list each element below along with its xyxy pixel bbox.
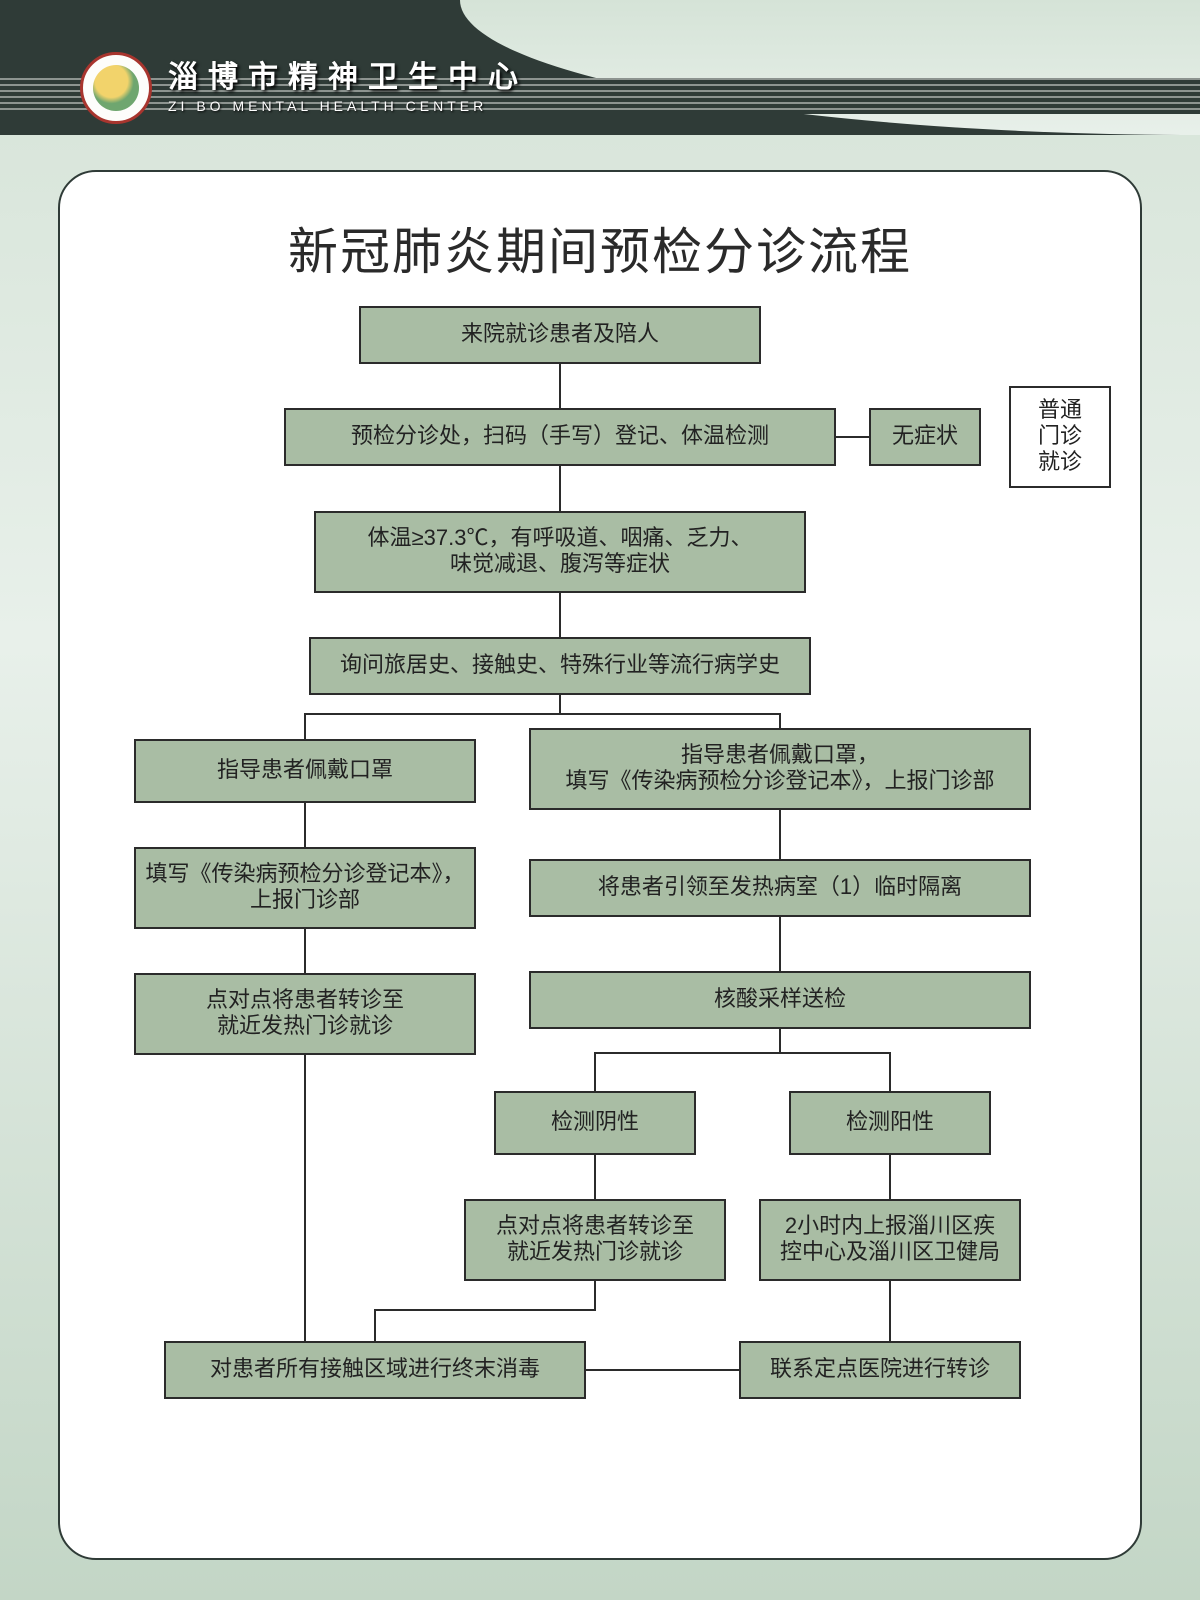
flow-label: 联系定点医院进行转诊	[770, 1356, 990, 1381]
flow-label: 体温≥37.3℃，有呼吸道、咽痛、乏力、	[368, 525, 753, 550]
flow-label: 控中心及淄川区卫健局	[780, 1239, 1000, 1264]
flow-label: 就近发热门诊就诊	[507, 1239, 683, 1264]
flow-label: 点对点将患者转诊至	[206, 987, 404, 1012]
flow-label: 询问旅居史、接触史、特殊行业等流行病学史	[340, 652, 780, 677]
flow-label: 就近发热门诊就诊	[217, 1013, 393, 1038]
org-name-en: ZI BO MENTAL HEALTH CENTER	[168, 98, 528, 114]
header-title-block: 淄博市精神卫生中心 ZI BO MENTAL HEALTH CENTER	[168, 52, 528, 114]
flow-label: 无症状	[892, 423, 958, 448]
flow-label: 2小时内上报淄川区疾	[785, 1213, 995, 1238]
flow-label: 点对点将患者转诊至	[496, 1213, 694, 1238]
flow-label: 指导患者佩戴口罩	[217, 757, 393, 782]
flow-label: 核酸采样送检	[714, 986, 846, 1011]
header-swoosh	[460, 0, 1200, 135]
flow-label: 检测阴性	[551, 1109, 639, 1134]
header-bar: 淄博市精神卫生中心 ZI BO MENTAL HEALTH CENTER	[0, 0, 1200, 135]
flow-label: 检测阳性	[846, 1109, 934, 1134]
flow-label: 指导患者佩戴口罩，	[681, 742, 879, 767]
flowchart: 来院就诊患者及陪人预检分诊处，扫码（手写）登记、体温检测 无症状 普通门诊就诊体温≥…	[60, 172, 1144, 1562]
flow-label: 对患者所有接触区域进行终末消毒	[210, 1356, 540, 1381]
org-logo	[80, 52, 152, 124]
flow-label: 填写《传染病预检分诊登记本》，上报门诊部	[565, 768, 994, 793]
flow-label: 填写《传染病预检分诊登记本》，	[145, 861, 464, 886]
flow-label: 普通	[1038, 397, 1082, 422]
content-panel: 新冠肺炎期间预检分诊流程 来院就诊患者及陪人预检分诊处，扫码（手写）登记、体温检…	[58, 170, 1142, 1560]
flow-label: 门诊	[1038, 423, 1082, 448]
flow-label: 就诊	[1038, 449, 1082, 474]
flow-label: 将患者引领至发热病室（1）临时隔离	[598, 874, 962, 899]
flow-label: 来院就诊患者及陪人	[461, 321, 659, 346]
flow-label: 味觉减退、腹泻等症状	[450, 551, 670, 576]
flow-label: 预检分诊处，扫码（手写）登记、体温检测	[351, 423, 769, 448]
flow-label: 上报门诊部	[250, 887, 360, 912]
org-name-cn: 淄博市精神卫生中心	[168, 52, 528, 96]
